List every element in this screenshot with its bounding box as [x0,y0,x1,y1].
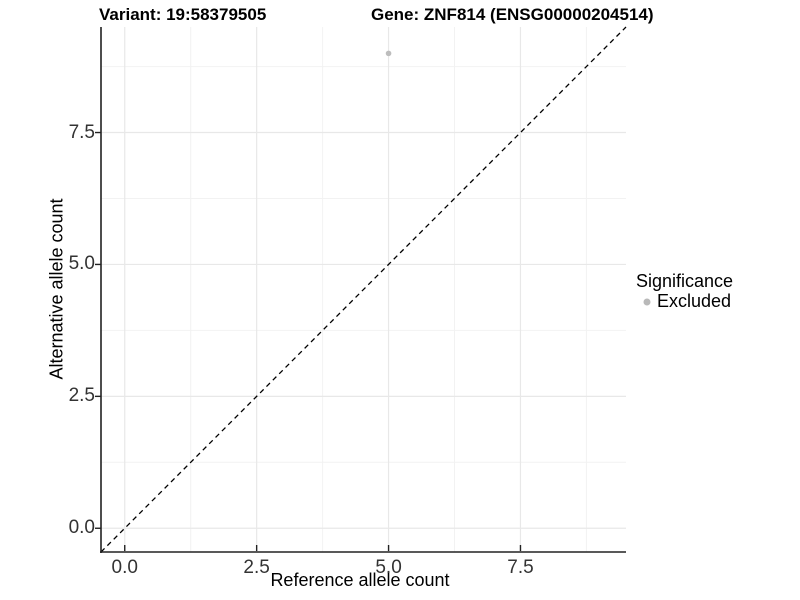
y-tick-label: 2.5 [68,385,95,407]
y-tick-label: 5.0 [68,253,95,275]
legend-item-label: Excluded [657,291,732,311]
plot-title-variant: Variant: 19:58379505 [99,5,267,24]
identity-dashed-line [100,26,627,553]
x-axis-title: Reference allele count [270,570,450,590]
legend-key-circle-icon [643,298,651,306]
x-tick-label: 0.0 [111,557,138,578]
x-tick-label: 7.5 [507,557,534,578]
y-tick-label: 0.0 [68,517,95,539]
plot-title-gene: Gene: ZNF814 (ENSG00000204514) [371,5,654,24]
legend-title: Significance [636,271,734,291]
x-tick-label: 5.0 [375,557,402,578]
y-tick-label: 7.5 [68,121,95,143]
data-point [385,50,392,57]
x-tick-label: 2.5 [243,557,270,578]
y-axis-title: Alternative allele count [46,198,67,380]
